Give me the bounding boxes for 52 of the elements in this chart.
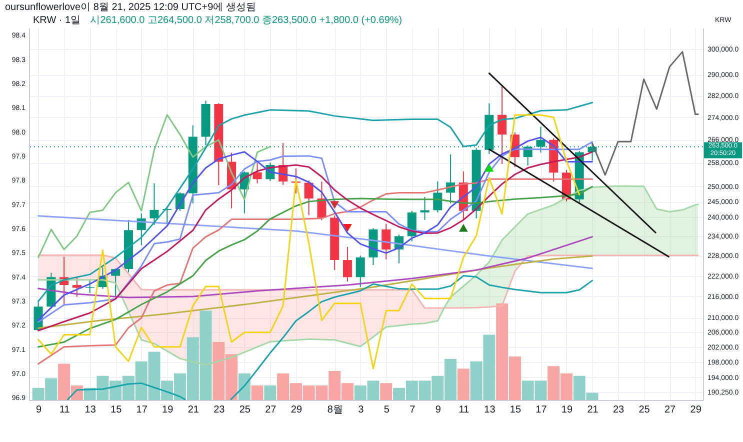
line-series [38, 114, 580, 370]
x-tick-label: 25 [638, 404, 650, 416]
line-series [592, 51, 699, 176]
line-series [38, 102, 594, 302]
line-series [38, 185, 699, 366]
x-tick-label: 8월 [327, 404, 343, 416]
x-tick-label: 19 [561, 404, 573, 416]
x-tick-label: 9 [435, 404, 442, 416]
candlestick [150, 182, 159, 226]
point [343, 224, 352, 232]
x-tick-label: 23 [214, 404, 226, 416]
x-tick-label: 13 [484, 404, 496, 416]
x-tick-label: 19 [162, 404, 174, 416]
x-tick-label: 13 [84, 404, 96, 416]
x-tick-label: 9 [36, 404, 42, 416]
x-tick-label: 27 [664, 404, 676, 416]
candlestick [304, 180, 314, 216]
x-tick-label: 5 [384, 404, 390, 416]
x-tick-label: 17 [536, 404, 548, 416]
x-tick-label: 21 [587, 404, 599, 416]
x-tick-label: 29 [290, 404, 302, 416]
x-tick-label: 25 [239, 404, 251, 416]
candlestick [382, 223, 391, 260]
x-tick-label: 23 [612, 404, 625, 416]
candlestick [252, 162, 262, 184]
x-tick-label: 29 [690, 404, 702, 416]
candlestick [342, 246, 352, 282]
candlestick [85, 278, 94, 294]
x-tick-label: 27 [265, 404, 277, 416]
chart-subtitle: KRW · 1일 [33, 15, 81, 26]
candlestick [72, 276, 82, 298]
point [330, 201, 340, 209]
x-tick-label: 3 [358, 404, 364, 416]
candlestick [356, 255, 365, 288]
line-series [38, 215, 594, 270]
text: 시261,600.0 고264,500.0 저258,700.0 종263,500.0 +1,800.0 (+0.69%) [90, 15, 402, 26]
candlestick [498, 86, 507, 165]
x-tick-label: 11 [59, 404, 70, 416]
x-tick-label: 11 [458, 404, 470, 416]
chart-title: oursunflowerlove이 8월 21, 2025 12:09 UTC+9에 생성됨 [5, 2, 256, 13]
line-series [38, 254, 699, 309]
line-series [38, 114, 271, 258]
x-tick-label: 17 [136, 404, 148, 416]
x-tick-label: 15 [110, 404, 122, 416]
line-series [38, 236, 594, 298]
x-tick-label: 15 [510, 404, 522, 416]
point [458, 224, 468, 232]
candlestick [433, 181, 442, 213]
x-tick-label: 7 [410, 404, 416, 416]
x-tick-label: 21 [188, 404, 200, 416]
point [484, 164, 494, 172]
candlestick [420, 196, 430, 220]
